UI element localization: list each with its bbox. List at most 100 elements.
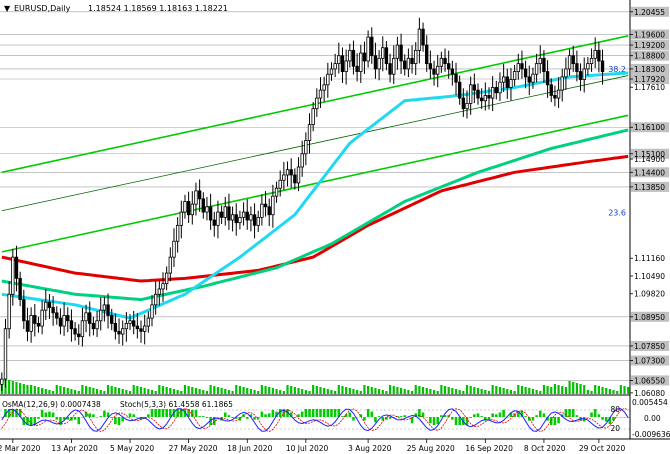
candle-body bbox=[183, 201, 187, 213]
candle-body bbox=[102, 304, 107, 311]
osma-bar bbox=[381, 417, 385, 421]
osma-bar bbox=[542, 413, 546, 417]
volume-bar bbox=[473, 387, 476, 394]
volume-bar bbox=[205, 391, 209, 394]
candle-body bbox=[406, 57, 411, 70]
volume-bar bbox=[220, 388, 223, 394]
volume-bar bbox=[165, 387, 168, 394]
time-tick-label: 5 May 2020 bbox=[110, 444, 154, 453]
candle-body bbox=[234, 214, 238, 224]
candle-body bbox=[219, 211, 224, 218]
candle-body bbox=[344, 60, 348, 72]
volume-bar bbox=[150, 390, 154, 394]
volume-bar bbox=[176, 390, 179, 394]
fibonacci-labels: 38.2 23.6 bbox=[608, 65, 626, 217]
candle-body bbox=[88, 312, 92, 324]
candle-body bbox=[403, 60, 407, 70]
candle-body bbox=[80, 320, 85, 338]
osma-bar bbox=[451, 417, 454, 420]
volume-bar bbox=[352, 389, 355, 394]
volume-bar bbox=[180, 391, 183, 394]
price-level-box bbox=[631, 148, 669, 159]
candle-body bbox=[245, 211, 249, 221]
volume-bar bbox=[81, 385, 84, 394]
osma-bar bbox=[62, 417, 66, 420]
price-level-box bbox=[631, 63, 669, 74]
candle-body bbox=[428, 63, 433, 70]
volume-bar bbox=[143, 388, 146, 394]
candle-body bbox=[432, 68, 436, 75]
candle-body bbox=[318, 89, 323, 99]
candle-body bbox=[267, 206, 271, 216]
osma-bar bbox=[180, 409, 183, 417]
price-tick-label: 1.11160 bbox=[634, 254, 665, 263]
volume-bar bbox=[37, 387, 40, 394]
volume-bar bbox=[242, 387, 245, 394]
osma-bar bbox=[363, 417, 366, 421]
volume-bar bbox=[66, 388, 69, 394]
candle-body bbox=[399, 44, 403, 62]
osma-bar bbox=[260, 411, 264, 417]
volume-bar bbox=[509, 390, 513, 394]
volume-bar bbox=[187, 386, 190, 394]
candle-body bbox=[263, 203, 268, 208]
volume-bar bbox=[451, 388, 454, 394]
volume-bar bbox=[480, 389, 483, 394]
candle-body bbox=[256, 216, 260, 226]
osma-bar bbox=[48, 411, 51, 417]
candles bbox=[0, 17, 605, 392]
osma-bar bbox=[491, 413, 494, 417]
volume-bar bbox=[502, 388, 505, 394]
volume-bar bbox=[359, 391, 362, 394]
osma-bar bbox=[176, 409, 179, 417]
osma-bar bbox=[465, 417, 469, 425]
osma-bar bbox=[571, 409, 575, 417]
osma-bar bbox=[549, 417, 553, 425]
volume-bar bbox=[22, 384, 25, 394]
candle-body bbox=[465, 102, 469, 110]
volume-bar bbox=[363, 385, 366, 394]
price-axis: 1.20455 1.19600 1.19200 1.18800 1.183001.179… bbox=[630, 6, 669, 398]
candle-body bbox=[91, 323, 96, 330]
price-level-box bbox=[631, 74, 669, 84]
candle-body bbox=[410, 57, 414, 65]
osma-bar bbox=[597, 414, 601, 417]
volume-bar bbox=[48, 390, 51, 394]
osma-bar bbox=[421, 412, 425, 417]
osma-bar bbox=[66, 417, 70, 420]
osc-level-80: 80 bbox=[610, 405, 620, 414]
candle-body bbox=[527, 76, 531, 83]
volume-bar bbox=[125, 390, 128, 394]
candle-body bbox=[73, 328, 77, 335]
osma-bar bbox=[18, 409, 22, 417]
volume-bar bbox=[594, 385, 597, 394]
osma-bar bbox=[44, 412, 48, 417]
candle-body bbox=[51, 307, 55, 314]
volume-bar bbox=[370, 387, 373, 394]
osc-scale-bottom: -0.009636 bbox=[632, 430, 670, 439]
chart-dropdown-icon[interactable]: ▼ bbox=[4, 4, 11, 13]
volume-bar bbox=[330, 390, 333, 394]
volume-bar bbox=[301, 389, 304, 394]
osma-bar bbox=[40, 409, 44, 417]
volume-bar bbox=[429, 389, 432, 394]
volume-bar bbox=[601, 387, 604, 394]
volume-bar bbox=[290, 386, 293, 394]
volume-bar bbox=[619, 385, 622, 394]
osma-bar bbox=[590, 412, 593, 417]
volume-bar bbox=[421, 387, 425, 394]
osma-bar bbox=[223, 412, 227, 417]
volume-bar bbox=[26, 385, 29, 394]
osma-bar bbox=[194, 409, 198, 417]
price-level-box bbox=[631, 311, 669, 322]
volume-bar bbox=[286, 385, 289, 394]
stoch-label: Stoch(5,3,3) 61.4558 61.1865 bbox=[120, 400, 233, 409]
osma-bar bbox=[480, 416, 483, 417]
candle-body bbox=[223, 206, 227, 218]
osma-bar bbox=[315, 409, 319, 417]
candle-body bbox=[483, 95, 488, 102]
osma-bar bbox=[425, 417, 428, 418]
candle-body bbox=[124, 323, 129, 330]
osma-bar bbox=[527, 417, 531, 421]
